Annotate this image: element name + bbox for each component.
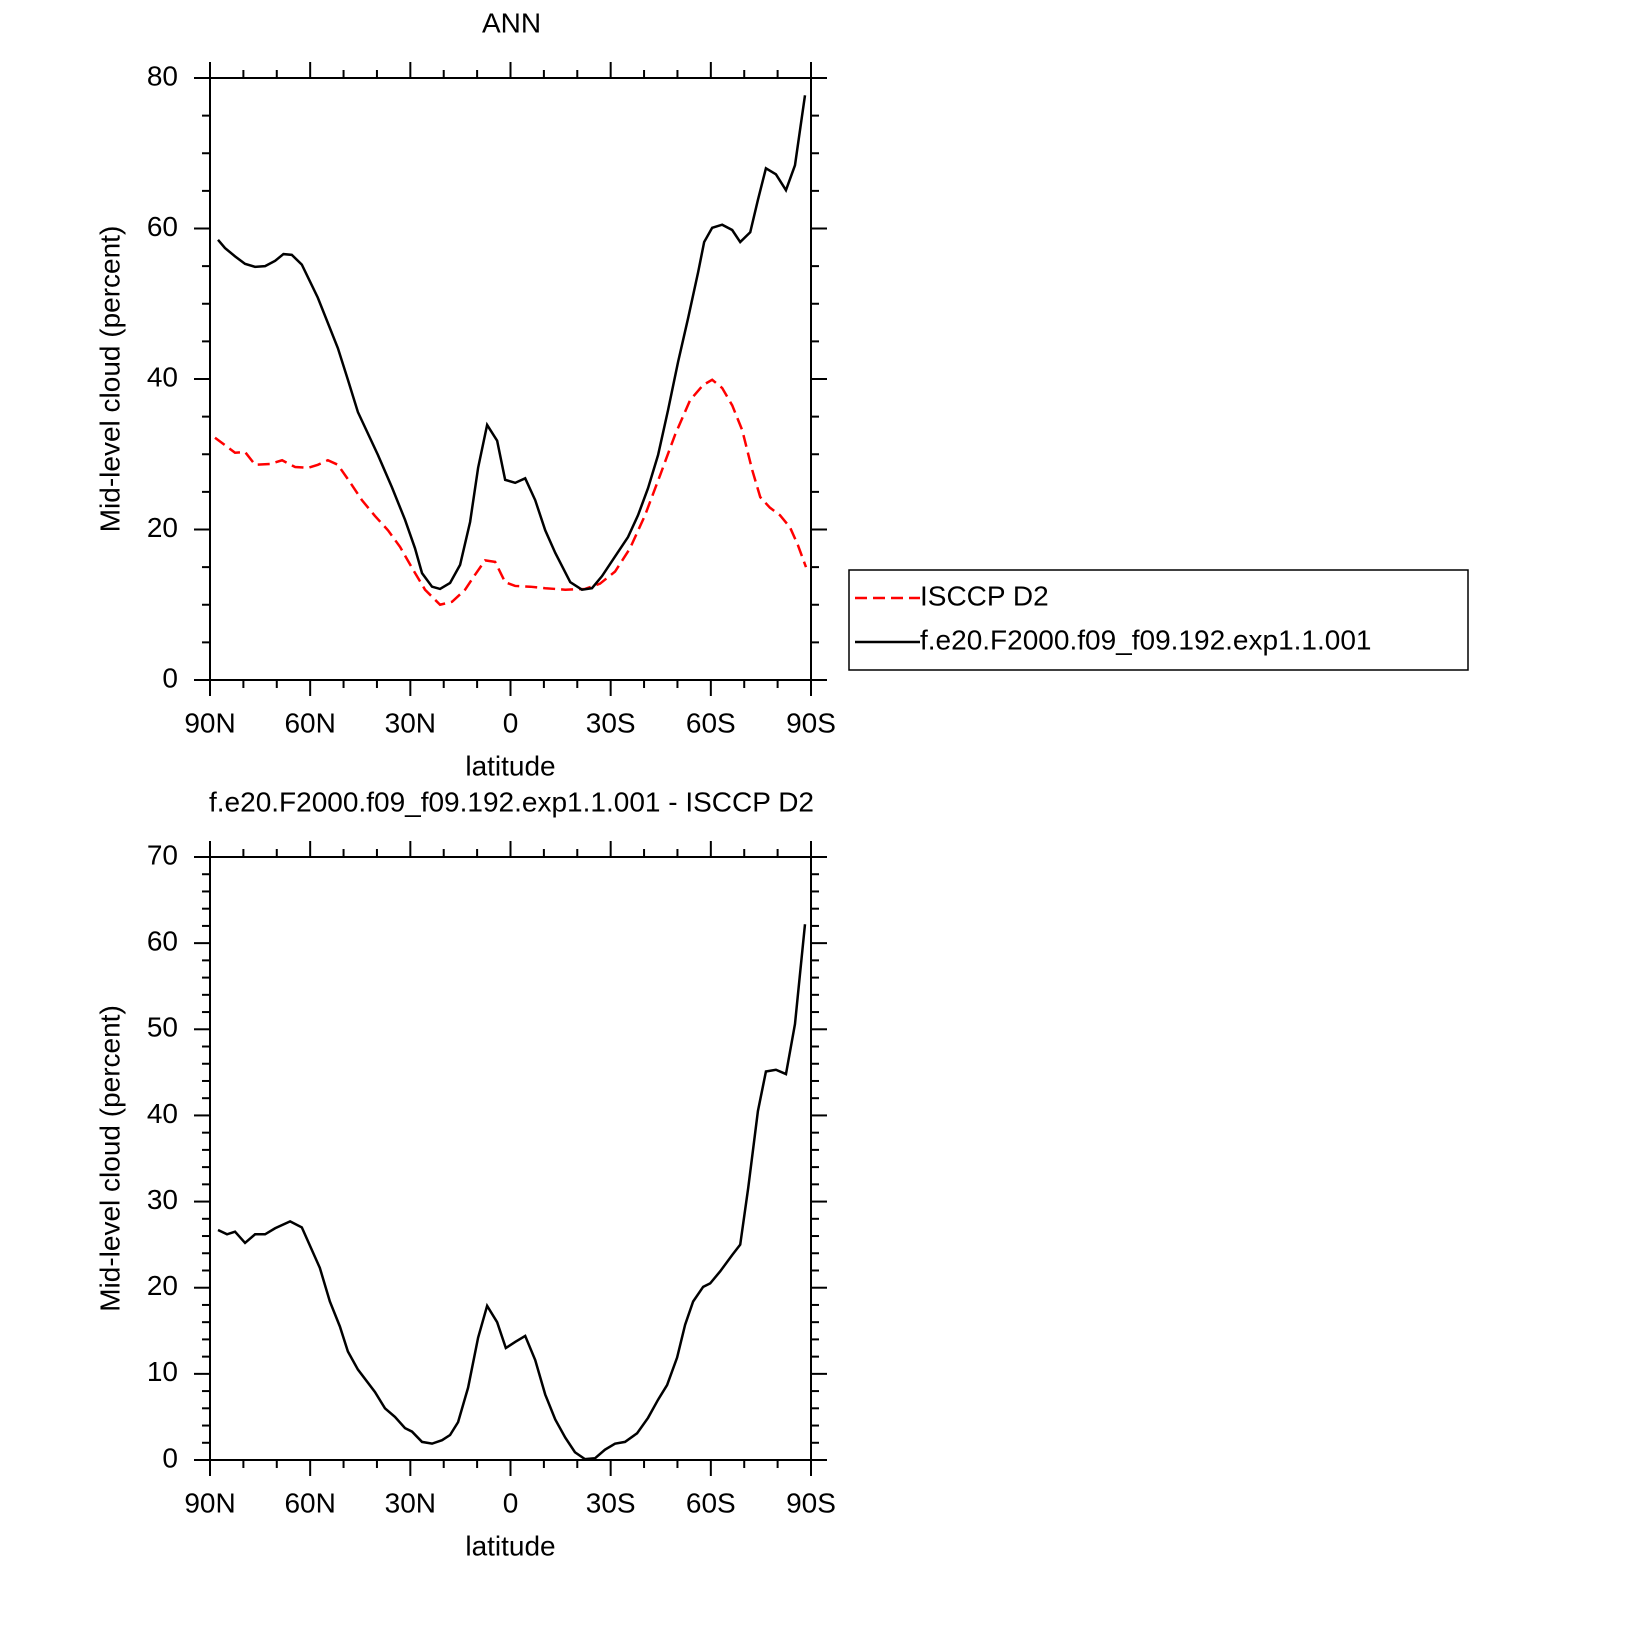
y-tick-label: 60 [147, 211, 178, 242]
chart-title: ANN [482, 7, 541, 38]
y-axis-label: Mid-level cloud (percent) [94, 1005, 125, 1312]
y-tick-label: 0 [162, 1442, 178, 1473]
x-tick-label: 90N [184, 707, 235, 738]
y-tick-label: 40 [147, 361, 178, 392]
data-line [217, 95, 807, 592]
x-tick-label: 60N [284, 1487, 335, 1518]
x-tick-label: 30N [385, 1487, 436, 1518]
x-axis-label: latitude [465, 1530, 555, 1561]
legend-box [848, 569, 1469, 671]
y-tick-label: 40 [147, 1098, 178, 1129]
chart-title: f.e20.F2000.f09_f09.192.exp1.1.001 - ISC… [209, 786, 814, 817]
y-tick-label: 50 [147, 1012, 178, 1043]
y-tick-label: 60 [147, 926, 178, 957]
y-tick-label: 10 [147, 1356, 178, 1387]
y-tick-label: 20 [147, 512, 178, 543]
x-tick-label: 90N [184, 1487, 235, 1518]
x-tick-label: 0 [503, 707, 519, 738]
y-tick-label: 0 [162, 662, 178, 693]
x-tick-label: 60N [284, 707, 335, 738]
x-tick-label: 0 [503, 1487, 519, 1518]
data-line [217, 924, 807, 1461]
y-tick-label: 30 [147, 1184, 178, 1215]
y-tick-label: 20 [147, 1270, 178, 1301]
y-tick-label: 80 [147, 60, 178, 91]
plot-frame [209, 77, 812, 681]
x-tick-label: 30S [586, 1487, 636, 1518]
y-axis-label: Mid-level cloud (percent) [94, 226, 125, 533]
x-tick-label: 30N [385, 707, 436, 738]
legend-label: f.e20.F2000.f09_f09.192.exp1.1.001 [920, 624, 1372, 655]
plot-frame [209, 856, 812, 1461]
x-tick-label: 90S [786, 707, 836, 738]
x-tick-label: 90S [786, 1487, 836, 1518]
data-line [214, 378, 808, 607]
x-tick-label: 60S [686, 707, 736, 738]
x-tick-label: 60S [686, 1487, 736, 1518]
legend-label: ISCCP D2 [920, 580, 1049, 611]
y-tick-label: 70 [147, 839, 178, 870]
x-tick-label: 30S [586, 707, 636, 738]
x-axis-label: latitude [465, 750, 555, 781]
